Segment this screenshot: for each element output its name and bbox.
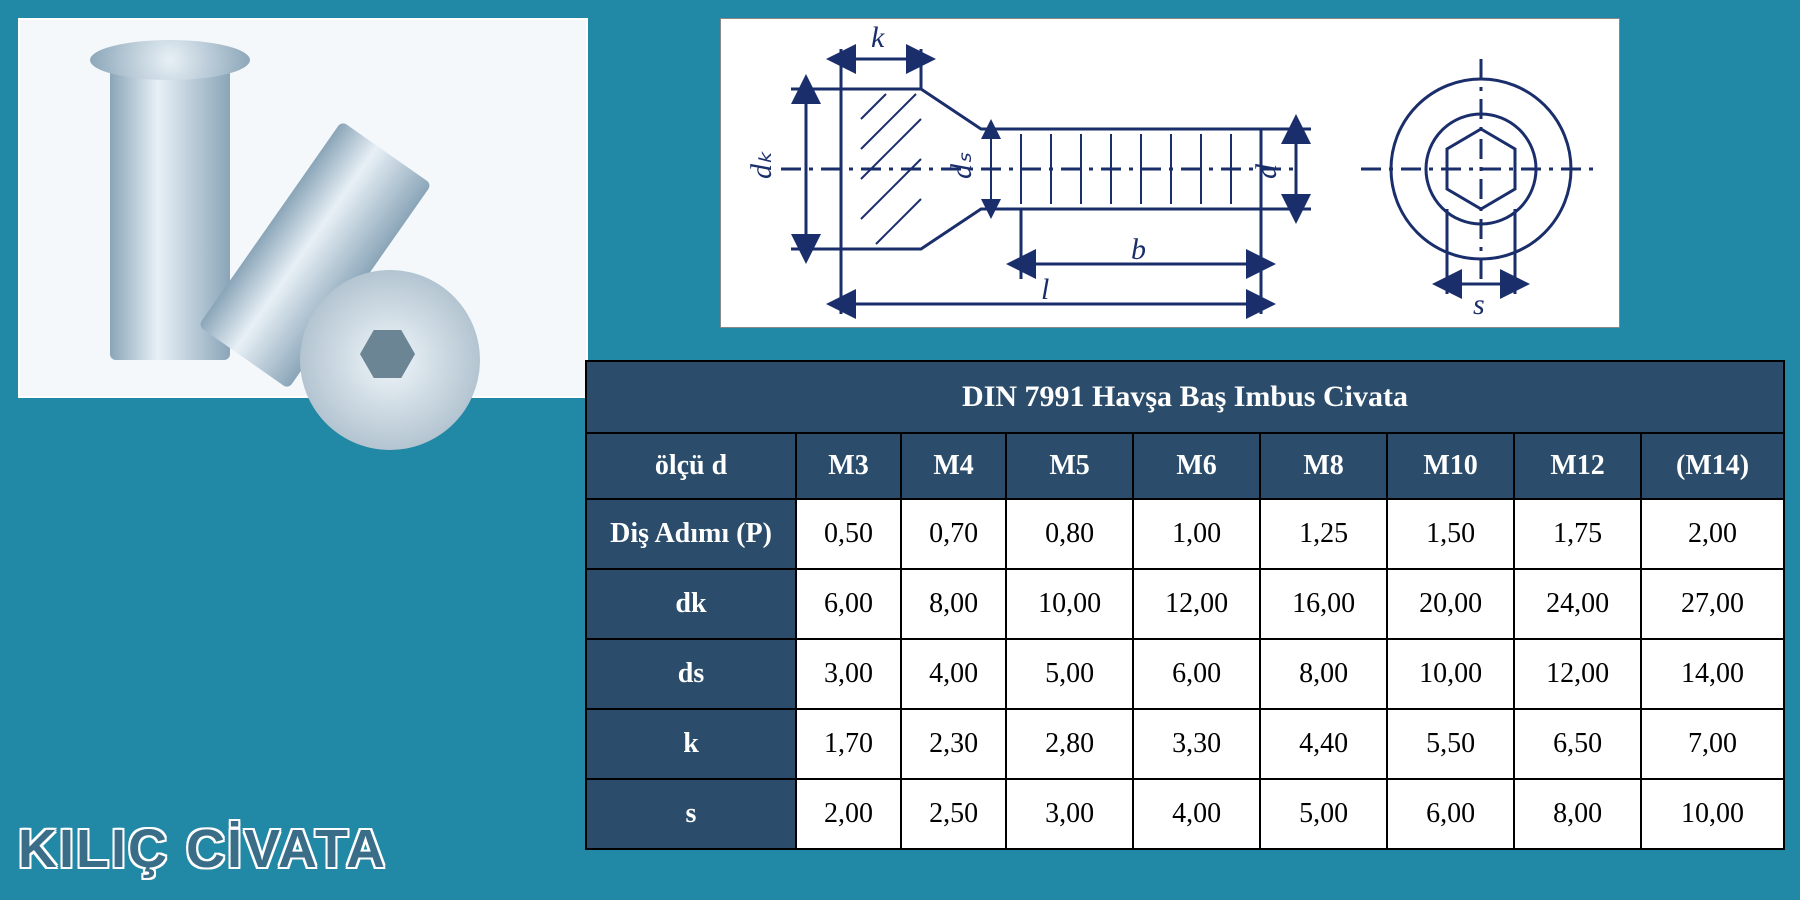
spec-table: DIN 7991 Havşa Baş Imbus Civata ölçü d M…	[585, 360, 1785, 850]
size-col: M8	[1260, 433, 1387, 499]
table-row: ds 3,00 4,00 5,00 6,00 8,00 10,00 12,00 …	[586, 639, 1784, 709]
table-row: dk 6,00 8,00 10,00 12,00 16,00 20,00 24,…	[586, 569, 1784, 639]
table-header-row: ölçü d M3 M4 M5 M6 M8 M10 M12 (M14)	[586, 433, 1784, 499]
size-col: M10	[1387, 433, 1514, 499]
size-col: M6	[1133, 433, 1260, 499]
table-row: s 2,00 2,50 3,00 4,00 5,00 6,00 8,00 10,…	[586, 779, 1784, 849]
brand-logo: KILIÇ CİVATA	[18, 818, 387, 880]
size-col: M12	[1514, 433, 1641, 499]
dim-label-d: d	[1250, 163, 1283, 179]
technical-diagram: k dₖ dₛ d b l s	[720, 18, 1620, 328]
size-col: M4	[901, 433, 1006, 499]
bolt-illustration	[20, 20, 586, 396]
product-photo	[18, 18, 588, 398]
row-label: dk	[586, 569, 796, 639]
size-label: ölçü d	[586, 433, 796, 499]
table-title: DIN 7991 Havşa Baş Imbus Civata	[586, 361, 1784, 433]
size-col: M5	[1006, 433, 1133, 499]
size-col: M3	[796, 433, 901, 499]
dim-label-dk: dₖ	[745, 151, 778, 179]
dim-label-s: s	[1473, 288, 1485, 321]
table-row: Diş Adımı (P) 0,50 0,70 0,80 1,00 1,25 1…	[586, 499, 1784, 569]
row-label: k	[586, 709, 796, 779]
row-label: s	[586, 779, 796, 849]
row-label: Diş Adımı (P)	[586, 499, 796, 569]
table-row: k 1,70 2,30 2,80 3,30 4,40 5,50 6,50 7,0…	[586, 709, 1784, 779]
dim-label-k: k	[871, 21, 885, 54]
diagram-svg: k dₖ dₛ d b l s	[721, 19, 1621, 329]
row-label: ds	[586, 639, 796, 709]
size-col: (M14)	[1641, 433, 1784, 499]
dim-label-b: b	[1131, 233, 1146, 266]
dim-label-ds: dₛ	[945, 152, 978, 179]
dim-label-l: l	[1041, 273, 1049, 306]
